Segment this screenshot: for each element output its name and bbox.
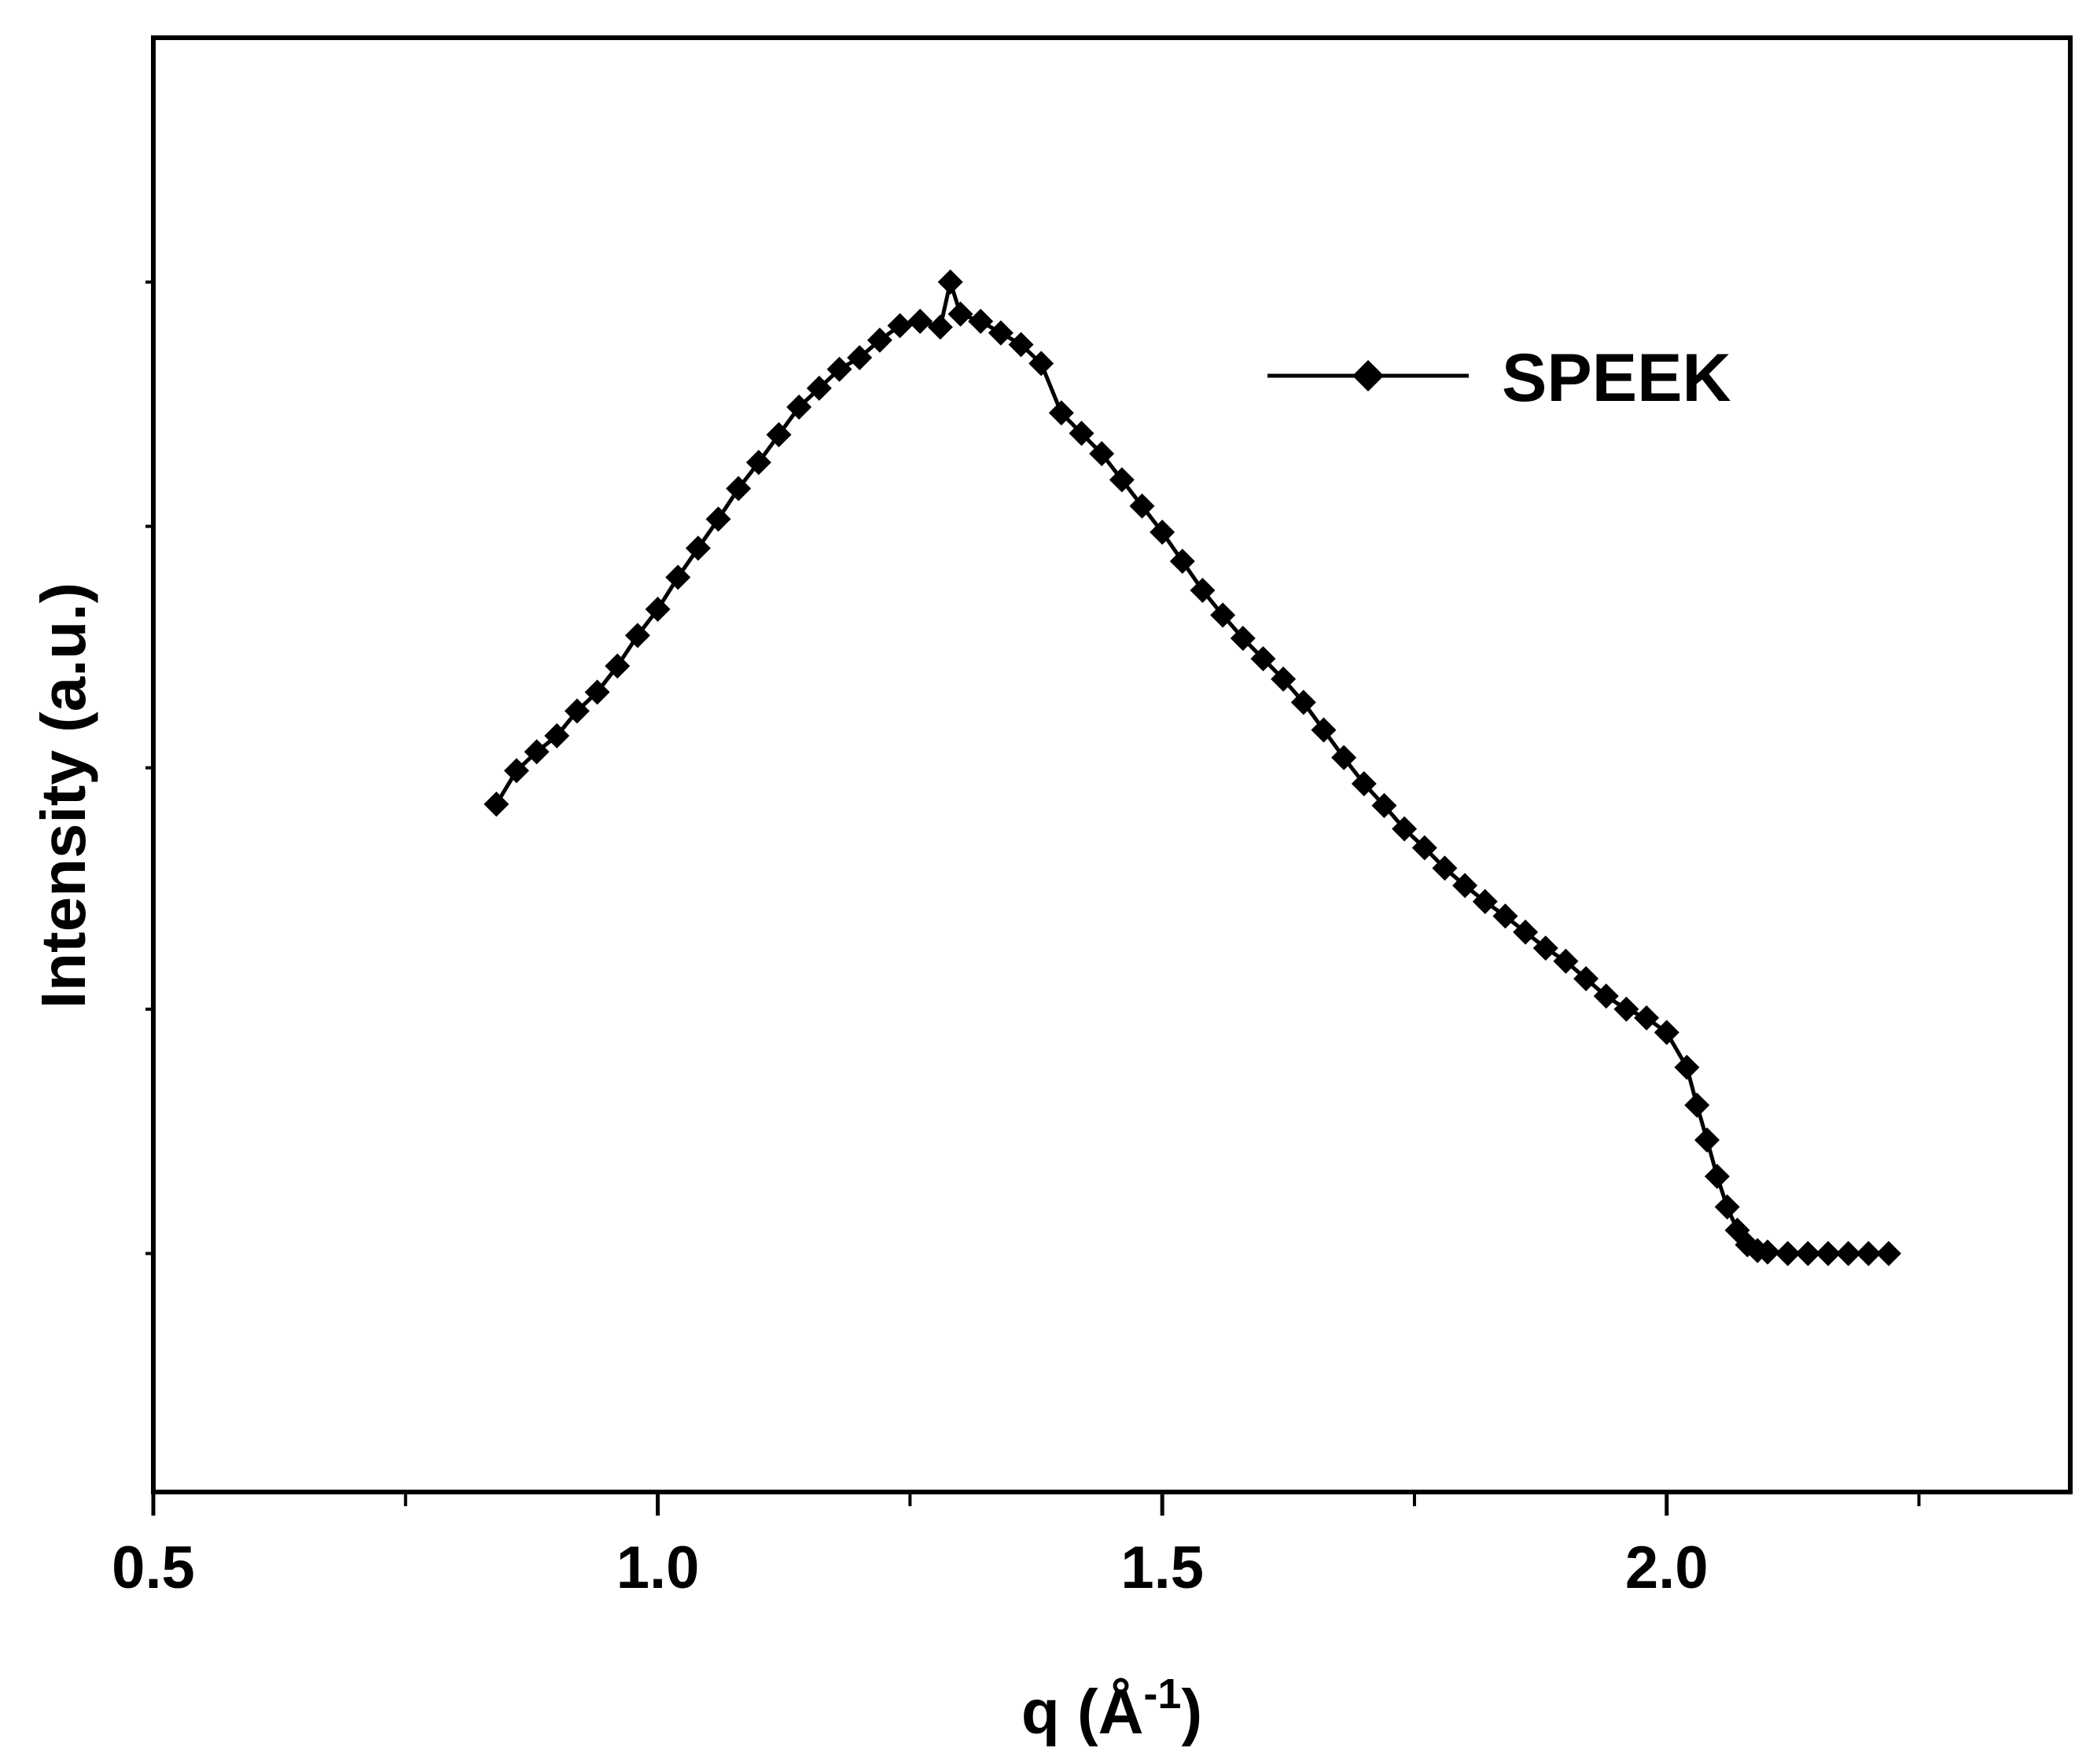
- data-point: [1593, 983, 1619, 1009]
- data-point: [866, 327, 892, 353]
- x-axis-label-superscript: -1: [1143, 1670, 1181, 1718]
- data-point: [1553, 948, 1579, 974]
- series-layer: [484, 269, 1902, 1266]
- legend-marker: [1352, 360, 1384, 391]
- data-point: [968, 308, 994, 334]
- data-point: [1109, 467, 1135, 493]
- data-point: [544, 723, 570, 748]
- data-point: [665, 564, 691, 590]
- x-tick-label: 0.5: [112, 1534, 195, 1601]
- data-point: [907, 308, 933, 334]
- data-point: [1028, 351, 1054, 377]
- series-line-speek: [495, 280, 1889, 1256]
- data-point: [766, 422, 792, 448]
- data-point: [1694, 1127, 1720, 1153]
- data-point: [1311, 717, 1337, 743]
- data-point: [1513, 919, 1539, 945]
- data-point: [584, 679, 610, 705]
- data-point: [1190, 578, 1216, 603]
- y-axis-label: Intensity (a.u.): [28, 582, 98, 1009]
- data-point: [1835, 1240, 1861, 1266]
- x-axis-label-main: q (Å: [1021, 1677, 1144, 1747]
- data-point: [1271, 666, 1297, 692]
- data-point: [1856, 1240, 1882, 1266]
- data-point: [1150, 520, 1175, 545]
- data-point: [1876, 1240, 1902, 1266]
- data-point: [1392, 816, 1418, 842]
- data-point: [887, 313, 913, 339]
- data-point: [806, 375, 832, 401]
- x-tick-label: 2.0: [1625, 1534, 1709, 1601]
- data-point: [605, 653, 631, 679]
- legend: SPEEK: [1267, 340, 1731, 416]
- x-axis-tick-labels: 0.5 1.0 1.5 2.0: [112, 1534, 1708, 1601]
- data-point: [1613, 996, 1639, 1022]
- data-point: [1684, 1092, 1710, 1118]
- data-point: [564, 698, 590, 724]
- data-point: [1452, 873, 1478, 899]
- x-tick-label: 1.0: [616, 1534, 700, 1601]
- data-point: [1089, 441, 1115, 467]
- data-point: [1371, 792, 1397, 818]
- data-point: [988, 320, 1014, 346]
- data-point: [1290, 689, 1316, 715]
- x-axis-label-suffix: ): [1181, 1677, 1202, 1747]
- data-point: [1230, 626, 1256, 652]
- data-point: [685, 535, 711, 561]
- data-point: [947, 301, 973, 327]
- data-point: [1634, 1005, 1660, 1031]
- data-point: [1432, 855, 1458, 881]
- data-point: [847, 345, 873, 370]
- data-point: [1492, 903, 1518, 929]
- legend-label: SPEEK: [1502, 340, 1731, 416]
- data-point: [1008, 332, 1034, 358]
- data-point: [1048, 400, 1074, 426]
- data-point: [1816, 1240, 1841, 1266]
- data-point: [1775, 1240, 1801, 1266]
- data-point: [624, 623, 650, 649]
- data-point: [1755, 1239, 1781, 1265]
- series-markers-speek: [484, 269, 1902, 1266]
- data-point: [524, 739, 550, 765]
- data-point: [1069, 421, 1094, 447]
- data-point: [937, 269, 963, 295]
- data-point: [745, 450, 771, 476]
- data-point: [503, 758, 529, 784]
- data-point: [484, 791, 510, 817]
- data-point: [1704, 1163, 1730, 1189]
- data-point: [1210, 602, 1236, 628]
- x-axis-ticks: [151, 1492, 1921, 1516]
- data-point: [1674, 1054, 1700, 1080]
- data-point: [1250, 645, 1276, 671]
- x-tick-label: 1.5: [1120, 1534, 1204, 1601]
- data-point: [705, 506, 731, 532]
- data-point: [1169, 549, 1195, 574]
- data-point: [645, 597, 671, 623]
- data-point: [1795, 1240, 1821, 1266]
- data-point: [927, 314, 953, 340]
- y-axis-ticks: [145, 280, 153, 1255]
- data-point: [826, 356, 852, 382]
- data-point: [1532, 935, 1558, 961]
- data-point: [1411, 835, 1437, 861]
- x-axis-label: q (Å-1): [1021, 1670, 1202, 1747]
- data-point: [726, 476, 752, 502]
- data-point: [786, 394, 812, 420]
- plot-frame: [151, 35, 2073, 1494]
- data-point: [1472, 888, 1498, 914]
- data-point: [1351, 771, 1377, 797]
- data-point: [1573, 965, 1599, 991]
- data-point: [1654, 1020, 1679, 1046]
- data-point: [1331, 744, 1357, 770]
- data-point: [1714, 1194, 1740, 1220]
- data-point: [1129, 493, 1155, 519]
